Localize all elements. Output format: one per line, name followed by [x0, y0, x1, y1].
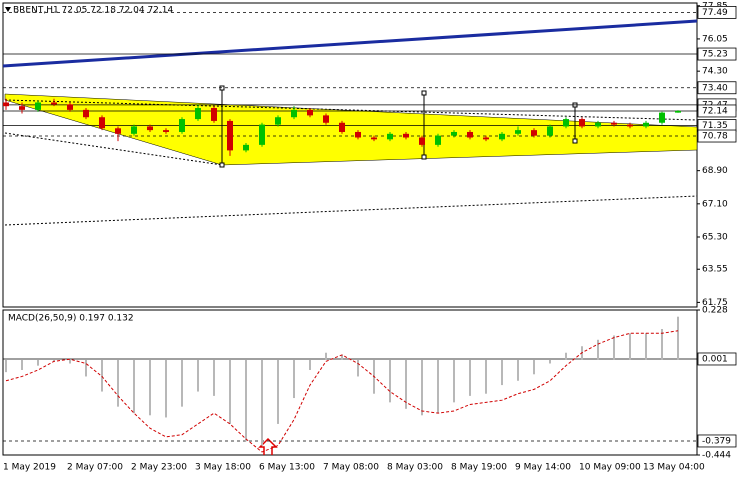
candle-body: [67, 104, 73, 110]
candle-body: [355, 131, 361, 138]
candle-body: [163, 130, 169, 132]
y-tick-label: 0.228: [702, 306, 728, 316]
indicator-title: MACD(26,50,9) 0.197 0.132: [8, 314, 134, 324]
candle-body: [387, 133, 393, 140]
level-label: 72.14: [702, 106, 728, 116]
candle-body: [35, 102, 41, 110]
x-tick-label: 13 May 04:00: [643, 463, 705, 473]
marker: [572, 138, 578, 144]
candle-body: [3, 102, 9, 107]
candle-body: [483, 137, 489, 140]
candle-body: [291, 109, 297, 118]
macd-frame: [2, 309, 698, 456]
marker: [421, 154, 427, 160]
candle-body: [595, 122, 601, 127]
x-tick-label: 2 May 23:00: [131, 463, 187, 473]
candle-body: [131, 126, 137, 134]
candle-body: [339, 122, 345, 132]
candle-body: [323, 115, 329, 123]
x-tick-label: 8 May 03:00: [387, 463, 443, 473]
candle-body: [499, 133, 505, 140]
level-label-box: [697, 129, 737, 143]
y-tick-label: 65.30: [702, 232, 728, 242]
signal-arrow: [258, 437, 278, 455]
candle-body: [19, 106, 25, 110]
y-tick-label: 67.10: [702, 199, 728, 209]
candle-body: [371, 137, 377, 140]
y-tick-label: 61.75: [702, 298, 728, 308]
x-tick-label: 8 May 19:00: [451, 463, 507, 473]
x-tick-label: 2 May 07:00: [67, 463, 123, 473]
marker: [421, 90, 427, 96]
candle-body: [563, 119, 569, 127]
channel-line: [4, 99, 698, 121]
candle-body: [435, 135, 441, 145]
level-label-box: [697, 104, 737, 118]
x-tick-label: 3 May 18:00: [195, 463, 251, 473]
level-label: 75.23: [702, 50, 728, 60]
x-tick-label: 10 May 09:00: [579, 463, 641, 473]
level-label-box: [697, 434, 737, 448]
candle-body: [467, 131, 473, 138]
level-label-box: [697, 352, 737, 366]
drawings: [2, 19, 698, 455]
y-tick-label: -0.444: [702, 451, 731, 461]
x-tick-label: 1 May 2019: [3, 463, 56, 473]
level-label: 77.49: [702, 8, 728, 18]
marker: [219, 162, 225, 168]
candle-body: [307, 109, 313, 116]
level-label-box: [697, 5, 737, 19]
price-frame: [2, 2, 698, 308]
y-tick-label: 76.05: [702, 34, 728, 44]
level-label-box: [697, 81, 737, 95]
channel-line: [4, 132, 223, 166]
candle-body: [531, 130, 537, 136]
chart-title: BRENT,H1 72.05 72.18 72.04 72.14: [13, 6, 173, 16]
candle-body: [547, 126, 553, 136]
channel-line: [4, 195, 698, 226]
candle-body: [419, 137, 425, 145]
candle-body: [675, 110, 681, 113]
candle-body: [515, 130, 521, 134]
level-label: 71.35: [702, 121, 728, 131]
candle-body: [83, 109, 89, 118]
candle-body: [147, 126, 153, 131]
candle-body: [99, 117, 105, 129]
candle-body: [211, 108, 217, 121]
candle-body: [259, 124, 265, 145]
candle-body: [275, 117, 281, 125]
x-tick-label: 7 May 08:00: [323, 463, 379, 473]
menu-triangle: [5, 7, 11, 12]
signal-line: [5, 330, 679, 453]
candle-body: [643, 122, 649, 127]
candle-body: [451, 131, 457, 136]
y-tick-label: 63.55: [702, 265, 728, 275]
candle-body: [179, 119, 185, 132]
candle-body: [243, 144, 249, 151]
candle-body: [195, 108, 201, 120]
level-label: 0.001: [702, 354, 728, 364]
x-tick-label: 9 May 14:00: [515, 463, 571, 473]
trend-line: [2, 19, 698, 68]
candle-body: [659, 112, 665, 123]
y-tick-label: 74.30: [702, 67, 728, 77]
candle-body: [627, 124, 633, 127]
candle-body: [611, 122, 617, 125]
x-tick-label: 6 May 13:00: [259, 463, 315, 473]
level-label: 70.78: [702, 132, 728, 142]
candle-body: [403, 133, 409, 138]
candle-body: [579, 119, 585, 127]
candle-body: [227, 120, 233, 151]
y-tick-label: 68.90: [702, 166, 728, 176]
level-label: 73.40: [702, 83, 728, 93]
level-label-box: [697, 47, 737, 61]
candle-body: [51, 102, 57, 105]
candle-body: [115, 128, 121, 134]
level-label: -0.379: [702, 436, 731, 446]
